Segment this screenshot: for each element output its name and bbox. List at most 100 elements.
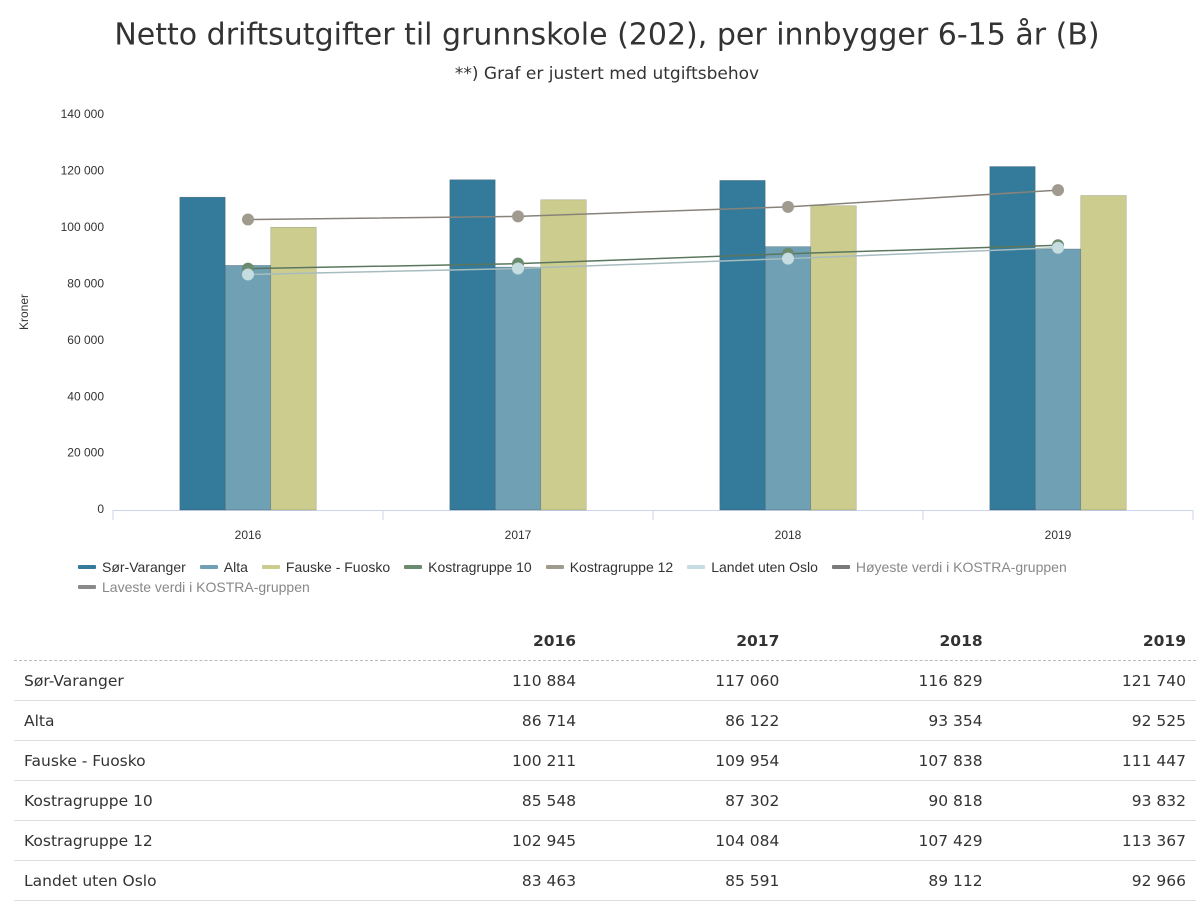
bar bbox=[989, 166, 1036, 511]
table-cell: 83 463 bbox=[382, 860, 587, 901]
legend-swatch bbox=[199, 565, 218, 569]
legend-swatch bbox=[78, 585, 96, 589]
table-cell: 93 832 bbox=[992, 780, 1196, 821]
legend-label: Kostragruppe 10 bbox=[428, 559, 532, 575]
table-cell: 113 367 bbox=[992, 820, 1196, 861]
legend-item: Landet uten Oslo bbox=[687, 558, 818, 576]
table-row: Alta 86 714 86 122 93 354 92 525 bbox=[14, 700, 1196, 741]
x-tick-label: 2017 bbox=[505, 528, 532, 542]
table-cell: 85 548 bbox=[382, 780, 587, 821]
table-cell: 111 447 bbox=[992, 740, 1196, 781]
legend-swatch bbox=[687, 565, 706, 569]
table-cell: 90 818 bbox=[789, 780, 993, 821]
chart-subtitle: **) Graf er justert med utgiftsbehov bbox=[455, 64, 759, 84]
table-row: Kostragruppe 12 102 945 104 084 107 429 113 … bbox=[14, 820, 1196, 861]
table-cell: 110 884 bbox=[382, 660, 587, 701]
table-cell: 121 740 bbox=[992, 660, 1196, 701]
table-cell: 89 112 bbox=[789, 860, 993, 901]
line bbox=[247, 189, 1059, 221]
table-cell: 86 714 bbox=[382, 700, 587, 741]
line-point bbox=[1052, 241, 1064, 254]
table-row: Sør-Varanger 110 884 117 060 116 829 121 740 bbox=[14, 660, 1196, 701]
bar bbox=[1034, 248, 1082, 511]
table-row: Kostragruppe 10 85 548 87 302 90 818 93 832 bbox=[14, 780, 1196, 821]
legend-item: Laveste verdi i KOSTRA-gruppen bbox=[78, 578, 310, 596]
y-tick-label: 80 000 bbox=[67, 276, 104, 290]
table-cell: 87 302 bbox=[586, 780, 790, 821]
line-point bbox=[782, 252, 794, 265]
y-tick-label: 60 000 bbox=[67, 333, 104, 347]
table-corner bbox=[14, 622, 383, 661]
table-cell: 109 954 bbox=[586, 740, 790, 781]
table-cell: 86 122 bbox=[586, 700, 790, 741]
table-cell: 100 211 bbox=[382, 740, 587, 781]
x-tick-label: 2018 bbox=[775, 528, 802, 542]
bar bbox=[270, 226, 317, 511]
legend-label: Høyeste verdi i KOSTRA-gruppen bbox=[855, 559, 1067, 575]
table-row: Fauske - Fuosko 100 211 109 954 107 838 111 … bbox=[14, 740, 1196, 781]
table-header: 2016 2017 2018 2019 bbox=[14, 622, 1196, 661]
y-tick-label: 120 000 bbox=[61, 164, 105, 178]
legend-swatch bbox=[545, 565, 564, 569]
table-cell: 107 429 bbox=[789, 820, 993, 861]
row-label: Kostragruppe 10 bbox=[14, 780, 383, 821]
row-label: Alta bbox=[14, 700, 383, 741]
legend-label: Fauske - Fuosko bbox=[285, 559, 391, 575]
table-cell: 117 060 bbox=[586, 660, 790, 701]
column-header: 2017 bbox=[586, 622, 790, 661]
y-tick-label: 40 000 bbox=[67, 389, 104, 403]
line bbox=[247, 244, 1059, 270]
column-header: 2016 bbox=[382, 622, 587, 661]
data-table: 2016 2017 2018 2019 Sør-Varanger 110 884 117 0… bbox=[14, 622, 1196, 901]
legend-item: Alta bbox=[199, 558, 248, 576]
legend-item: Kostragruppe 10 bbox=[404, 558, 532, 576]
line-point bbox=[512, 262, 524, 275]
line-point bbox=[242, 213, 254, 226]
legend-swatch bbox=[831, 565, 850, 569]
table-cell: 107 838 bbox=[789, 740, 993, 781]
legend-label: Laveste verdi i KOSTRA-gruppen bbox=[102, 579, 310, 595]
legend-label: Alta bbox=[223, 559, 248, 575]
table-cell: 104 084 bbox=[586, 820, 790, 861]
line-point bbox=[782, 200, 794, 213]
legend-label: Kostragruppe 12 bbox=[569, 559, 674, 575]
legend-label: Sør-Varanger bbox=[102, 559, 186, 575]
bar bbox=[719, 180, 766, 511]
bar bbox=[224, 265, 272, 511]
legend-item: Kostragruppe 12 bbox=[545, 558, 674, 576]
y-tick-label: 20 000 bbox=[67, 446, 104, 460]
x-tick-label: 2019 bbox=[1045, 528, 1072, 542]
table-cell: 116 829 bbox=[789, 660, 993, 701]
row-label: Fauske - Fuosko bbox=[14, 740, 383, 781]
line-point bbox=[242, 268, 254, 281]
chart: Netto driftsutgifter til grunnskole (202… bbox=[17, 18, 1194, 542]
legend: Sør-Varanger Alta Fauske - Fuosko Kostragru… bbox=[78, 558, 1158, 596]
row-label: Sør-Varanger bbox=[14, 660, 383, 701]
column-header: 2018 bbox=[789, 622, 993, 661]
bar bbox=[764, 246, 812, 511]
x-tick-label: 2016 bbox=[235, 528, 262, 542]
table-row: Landet uten Oslo 83 463 85 591 89 112 92 966 bbox=[14, 860, 1196, 901]
chart-title: Netto driftsutgifter til grunnskole (202… bbox=[114, 18, 1099, 53]
legend-item: Fauske - Fuosko bbox=[261, 558, 391, 576]
legend-swatch bbox=[261, 565, 280, 569]
y-axis-label: Kroner bbox=[17, 294, 31, 330]
y-tick-label: 100 000 bbox=[61, 220, 105, 234]
legend-label: Landet uten Oslo bbox=[711, 559, 818, 575]
legend-item: Høyeste verdi i KOSTRA-gruppen bbox=[831, 558, 1067, 576]
legend-swatch bbox=[404, 565, 423, 569]
line-point bbox=[512, 210, 524, 223]
table-cell: 92 966 bbox=[992, 860, 1196, 901]
bar bbox=[494, 266, 542, 511]
bar bbox=[1080, 195, 1127, 511]
bar bbox=[540, 199, 587, 511]
legend-item: Sør-Varanger bbox=[78, 558, 186, 576]
legend-swatch bbox=[78, 565, 96, 569]
y-tick-label: 0 bbox=[97, 502, 104, 516]
table-cell: 92 525 bbox=[992, 700, 1196, 741]
line-point bbox=[1052, 184, 1064, 197]
column-header: 2019 bbox=[992, 622, 1196, 661]
line bbox=[247, 246, 1059, 276]
bar bbox=[449, 179, 496, 511]
